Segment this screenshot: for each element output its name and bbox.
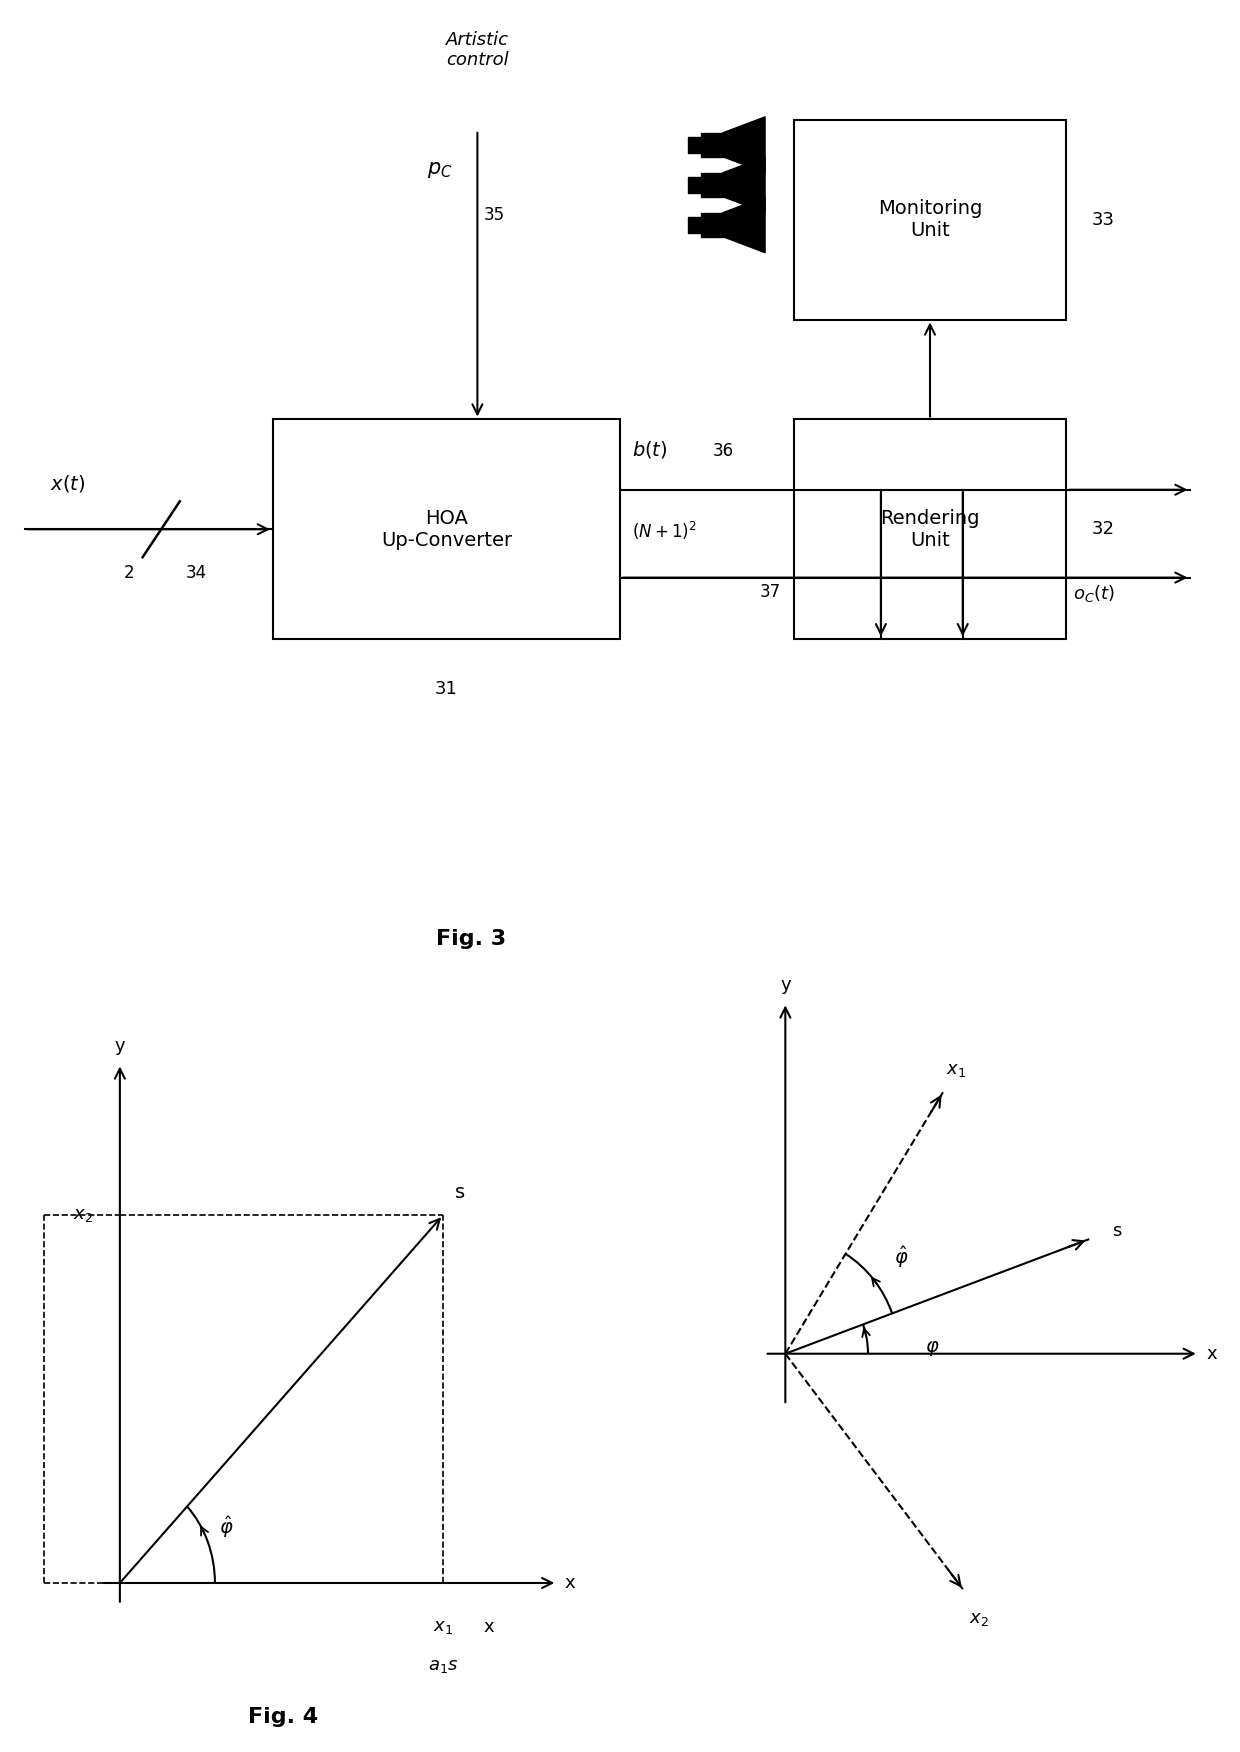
Text: $x_2$: $x_2$ bbox=[968, 1610, 988, 1628]
Bar bbox=[794, 419, 1066, 639]
Text: 33: 33 bbox=[1091, 210, 1115, 230]
Bar bbox=[794, 119, 1066, 319]
Bar bbox=[688, 217, 703, 233]
Text: $x_1$: $x_1$ bbox=[946, 1062, 966, 1079]
Text: $\mathbf{\mathit{b}}(t)$: $\mathbf{\mathit{b}}(t)$ bbox=[632, 438, 668, 459]
Text: 31: 31 bbox=[435, 680, 458, 697]
Text: 37: 37 bbox=[760, 583, 781, 601]
Bar bbox=[688, 137, 703, 152]
Text: 34: 34 bbox=[186, 564, 207, 582]
Text: $a_1 s$: $a_1 s$ bbox=[428, 1657, 459, 1675]
Polygon shape bbox=[723, 156, 765, 212]
Text: $\mathbf{\mathit{x}}(t)$: $\mathbf{\mathit{x}}(t)$ bbox=[50, 473, 84, 494]
Polygon shape bbox=[723, 117, 765, 173]
Text: Monitoring
Unit: Monitoring Unit bbox=[878, 200, 982, 240]
Text: Fig. 3: Fig. 3 bbox=[436, 929, 506, 950]
Text: $(N+1)^2$: $(N+1)^2$ bbox=[632, 520, 697, 541]
Text: 2: 2 bbox=[123, 564, 134, 582]
Text: 36: 36 bbox=[713, 442, 734, 459]
Text: $\varphi$: $\varphi$ bbox=[925, 1339, 940, 1358]
Bar bbox=[701, 173, 723, 196]
Text: $\mathbf{\mathit{p}}_C$: $\mathbf{\mathit{p}}_C$ bbox=[427, 159, 453, 180]
Text: s: s bbox=[455, 1183, 465, 1202]
Text: Fig. 4: Fig. 4 bbox=[248, 1706, 317, 1727]
Bar bbox=[701, 212, 723, 237]
Text: $\hat{\varphi}$: $\hat{\varphi}$ bbox=[894, 1244, 908, 1270]
Text: x: x bbox=[484, 1617, 494, 1636]
Bar bbox=[273, 419, 620, 639]
Text: y: y bbox=[780, 976, 791, 993]
Bar bbox=[688, 177, 703, 193]
Text: $x_2$: $x_2$ bbox=[73, 1205, 93, 1225]
Polygon shape bbox=[723, 196, 765, 252]
Bar bbox=[701, 133, 723, 156]
Text: HOA
Up-Converter: HOA Up-Converter bbox=[381, 508, 512, 550]
Text: s: s bbox=[1111, 1221, 1121, 1240]
Text: x: x bbox=[564, 1573, 575, 1593]
Text: Rendering
Unit: Rendering Unit bbox=[880, 508, 980, 550]
Text: $\hat{\varphi}$: $\hat{\varphi}$ bbox=[219, 1514, 233, 1540]
Text: y: y bbox=[114, 1037, 125, 1055]
Text: x: x bbox=[1207, 1346, 1218, 1363]
Text: Artistic
control: Artistic control bbox=[446, 30, 508, 70]
Text: $o_C(t)$: $o_C(t)$ bbox=[1073, 583, 1115, 604]
Text: 32: 32 bbox=[1091, 520, 1115, 538]
Text: 35: 35 bbox=[484, 205, 505, 224]
Text: $x_1$: $x_1$ bbox=[433, 1617, 453, 1636]
